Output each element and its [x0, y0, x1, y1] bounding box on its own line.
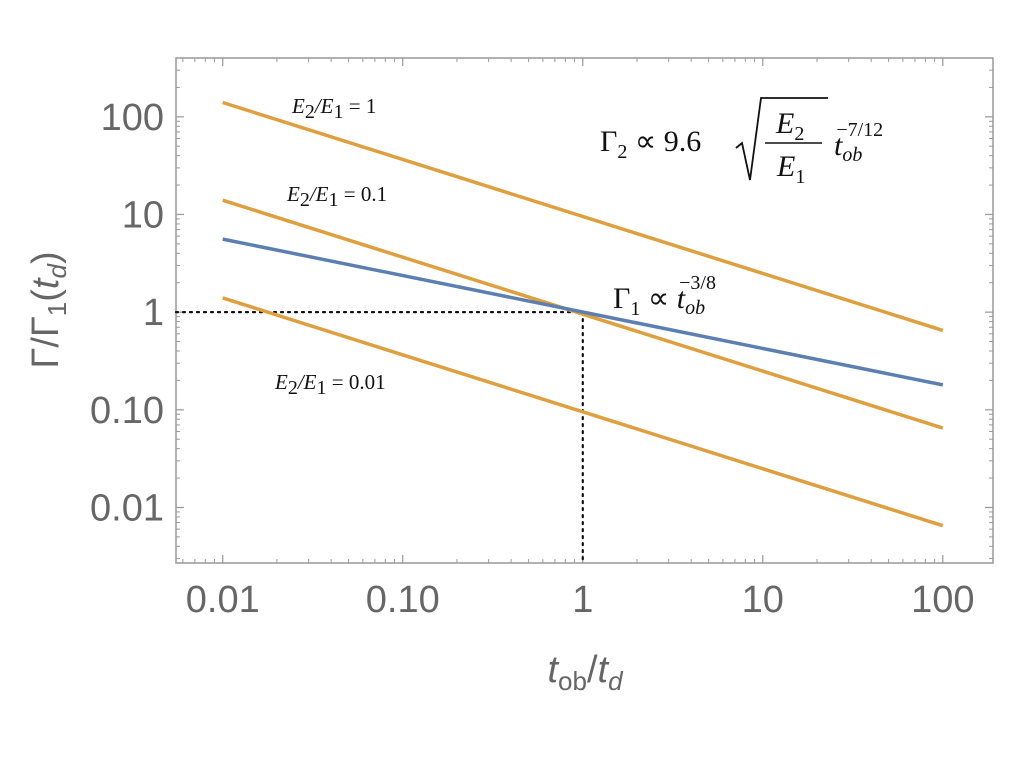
y-tick-label: 10 [122, 194, 164, 236]
annotation-e-ratio-1: E2/E1 = 1 [291, 94, 376, 123]
annotation-gamma2-formula: Γ2 ∝ 9.6 E2 E1 tob−7/12 [600, 97, 883, 188]
x-axis-title: tob/td [547, 649, 624, 696]
y-tick-label: 100 [101, 97, 164, 139]
series-line-4 [222, 237, 944, 387]
y-tick-label: 1 [143, 292, 164, 334]
annotation-e-ratio-0.01: E2/E1 = 0.01 [274, 370, 386, 399]
series-line-3 [222, 296, 944, 528]
series-line-2 [222, 198, 944, 430]
annotation-e-ratio-0.1: E2/E1 = 0.1 [286, 182, 387, 211]
svg-text:E1: E1 [776, 150, 805, 188]
annotation-gamma1-formula: Γ1 ∝ tob−3/8 [613, 272, 716, 320]
x-tick-label: 0.10 [366, 579, 440, 621]
x-tick-label: 0.01 [186, 579, 260, 621]
axis-ticks: 0.01 0.10 1 10 100 0.01 0.10 1 10 100 [90, 58, 993, 621]
y-tick-label: 0.01 [90, 487, 164, 529]
reference-lines [174, 311, 584, 565]
y-tick-label: 0.10 [90, 390, 164, 432]
svg-text:tob−7/12: tob−7/12 [834, 119, 883, 166]
x-tick-label: 10 [742, 579, 784, 621]
series-lines [222, 100, 944, 528]
series-line-1 [222, 100, 944, 333]
plot-frame [175, 57, 994, 564]
x-tick-label: 100 [911, 579, 974, 621]
svg-text:Γ2 ∝ 9.6: Γ2 ∝ 9.6 [600, 125, 701, 163]
svg-text:E2: E2 [775, 107, 804, 145]
x-tick-label: 1 [572, 579, 593, 621]
radical-sign [735, 97, 828, 181]
y-axis-title: Γ/Γ1(td) [25, 251, 72, 368]
